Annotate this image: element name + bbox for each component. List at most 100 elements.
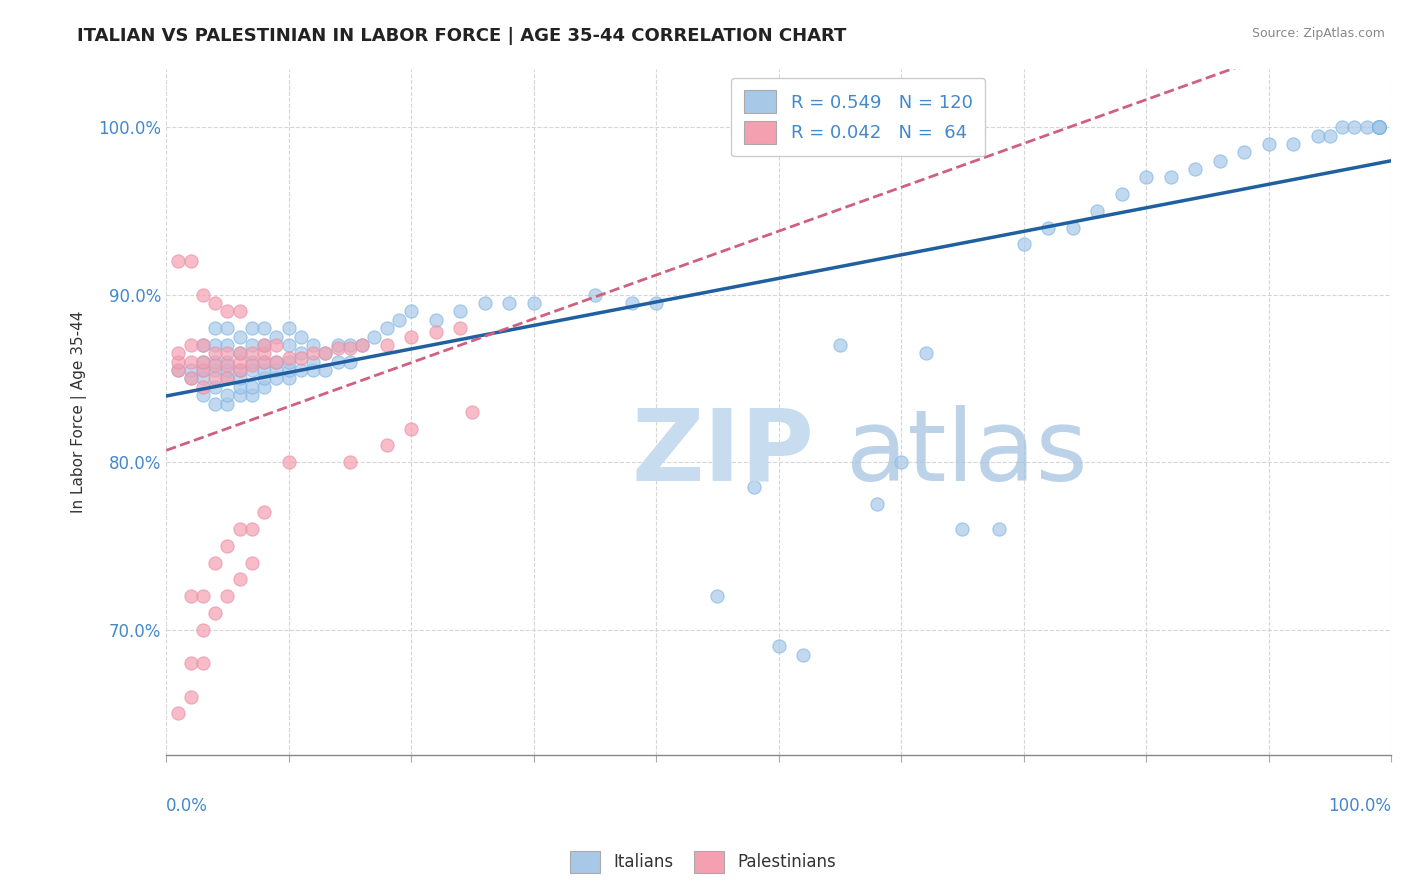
Point bbox=[240, 321, 263, 335]
Point bbox=[890, 455, 912, 469]
Point bbox=[277, 455, 299, 469]
Point bbox=[742, 480, 765, 494]
Point bbox=[988, 522, 1011, 536]
Point bbox=[583, 287, 606, 301]
Point bbox=[302, 338, 325, 352]
Point bbox=[191, 388, 214, 402]
Point bbox=[375, 438, 398, 452]
Text: atlas: atlas bbox=[846, 405, 1088, 501]
Point bbox=[1257, 136, 1279, 151]
Point bbox=[1368, 120, 1391, 135]
Point bbox=[240, 338, 263, 352]
Legend: Italians, Palestinians: Italians, Palestinians bbox=[564, 845, 842, 880]
Point bbox=[326, 354, 349, 368]
Point bbox=[217, 338, 239, 352]
Point bbox=[217, 539, 239, 553]
Point bbox=[1319, 128, 1341, 143]
Point bbox=[253, 354, 276, 368]
Point bbox=[217, 396, 239, 410]
Text: ZIP: ZIP bbox=[631, 405, 814, 501]
Point bbox=[253, 380, 276, 394]
Point bbox=[204, 338, 226, 352]
Point bbox=[865, 497, 887, 511]
Text: 0.0%: 0.0% bbox=[166, 797, 208, 814]
Point bbox=[266, 354, 288, 368]
Point bbox=[167, 346, 190, 360]
Point bbox=[240, 346, 263, 360]
Point bbox=[474, 296, 496, 310]
Point bbox=[1062, 220, 1084, 235]
Point bbox=[204, 354, 226, 368]
Point bbox=[228, 388, 250, 402]
Point bbox=[828, 338, 851, 352]
Point bbox=[217, 304, 239, 318]
Point bbox=[167, 254, 190, 268]
Point bbox=[253, 505, 276, 519]
Point bbox=[191, 380, 214, 394]
Point bbox=[191, 371, 214, 385]
Point bbox=[180, 363, 202, 377]
Point bbox=[228, 573, 250, 587]
Point bbox=[302, 346, 325, 360]
Point bbox=[1135, 170, 1157, 185]
Point bbox=[1368, 120, 1391, 135]
Point bbox=[461, 405, 484, 419]
Point bbox=[1368, 120, 1391, 135]
Point bbox=[167, 706, 190, 721]
Point bbox=[449, 321, 471, 335]
Point bbox=[228, 354, 250, 368]
Point bbox=[217, 371, 239, 385]
Point bbox=[228, 380, 250, 394]
Point bbox=[1012, 237, 1035, 252]
Point bbox=[1368, 120, 1391, 135]
Point bbox=[191, 589, 214, 603]
Point bbox=[326, 338, 349, 352]
Point bbox=[1368, 120, 1391, 135]
Point bbox=[498, 296, 520, 310]
Point bbox=[191, 338, 214, 352]
Point bbox=[399, 304, 422, 318]
Point bbox=[375, 321, 398, 335]
Point bbox=[523, 296, 546, 310]
Point bbox=[191, 354, 214, 368]
Point bbox=[253, 338, 276, 352]
Point bbox=[191, 657, 214, 671]
Point bbox=[180, 371, 202, 385]
Point bbox=[191, 338, 214, 352]
Point bbox=[1282, 136, 1305, 151]
Point bbox=[277, 321, 299, 335]
Point bbox=[253, 338, 276, 352]
Point bbox=[352, 338, 374, 352]
Point bbox=[191, 363, 214, 377]
Point bbox=[167, 354, 190, 368]
Point bbox=[204, 396, 226, 410]
Point bbox=[290, 329, 312, 343]
Point bbox=[266, 363, 288, 377]
Point bbox=[204, 380, 226, 394]
Point bbox=[228, 329, 250, 343]
Point bbox=[266, 338, 288, 352]
Point bbox=[228, 346, 250, 360]
Point bbox=[240, 388, 263, 402]
Point bbox=[217, 358, 239, 372]
Point bbox=[1368, 120, 1391, 135]
Point bbox=[253, 346, 276, 360]
Point bbox=[217, 321, 239, 335]
Point bbox=[240, 354, 263, 368]
Point bbox=[217, 346, 239, 360]
Point bbox=[204, 606, 226, 620]
Point bbox=[253, 363, 276, 377]
Point bbox=[266, 371, 288, 385]
Point bbox=[180, 371, 202, 385]
Point bbox=[706, 589, 728, 603]
Point bbox=[1160, 170, 1182, 185]
Point bbox=[1368, 120, 1391, 135]
Text: Source: ZipAtlas.com: Source: ZipAtlas.com bbox=[1251, 27, 1385, 40]
Point bbox=[228, 304, 250, 318]
Point bbox=[217, 363, 239, 377]
Point bbox=[914, 346, 936, 360]
Point bbox=[266, 354, 288, 368]
Point bbox=[204, 371, 226, 385]
Text: 100.0%: 100.0% bbox=[1329, 797, 1391, 814]
Point bbox=[950, 522, 973, 536]
